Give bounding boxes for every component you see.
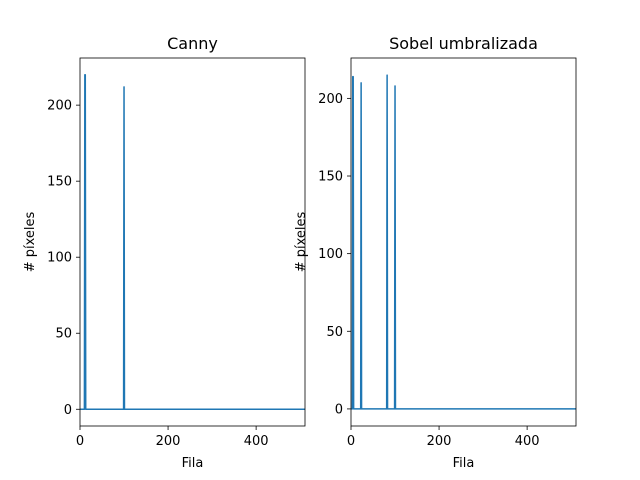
series-line-0 [351, 74, 576, 410]
axes-frame [79, 57, 306, 427]
x-tick-label: 400 [515, 434, 540, 449]
y-tick-label: 150 [318, 170, 343, 185]
x-tick-label: 0 [347, 434, 355, 449]
x-tick-label: 400 [244, 434, 269, 449]
x-axis-label: Fila [182, 456, 204, 471]
x-tick-label: 200 [156, 434, 181, 449]
y-tick-label: 200 [47, 99, 72, 114]
y-tick-label: 50 [55, 327, 72, 342]
y-tick-label: 100 [318, 247, 343, 262]
y-tick-label: 0 [64, 403, 72, 418]
chart-title: Sobel umbralizada [389, 34, 538, 53]
y-tick-label: 0 [335, 402, 343, 417]
x-tick-label: 0 [76, 434, 84, 449]
x-axis-label: Fila [453, 456, 475, 471]
y-axis-label: # píxeles [23, 211, 38, 272]
chart-title: Canny [167, 34, 218, 53]
y-tick-label: 150 [47, 175, 72, 190]
series-line-0 [80, 73, 305, 411]
axes-frame [350, 57, 577, 427]
chart-sobel-umbralizada: 0 200 400 0 50 100 150 200 Sobel umbralizada Fila… [294, 34, 577, 471]
x-tick-label: 200 [427, 434, 452, 449]
y-tick-label: 100 [47, 251, 72, 266]
y-tick-label: 200 [318, 92, 343, 107]
y-axis-label: # píxeles [294, 211, 309, 272]
chart-canny: 0 200 400 0 50 100 150 200 Canny Fila # píxeles [23, 34, 306, 471]
y-tick-label: 50 [326, 325, 343, 340]
